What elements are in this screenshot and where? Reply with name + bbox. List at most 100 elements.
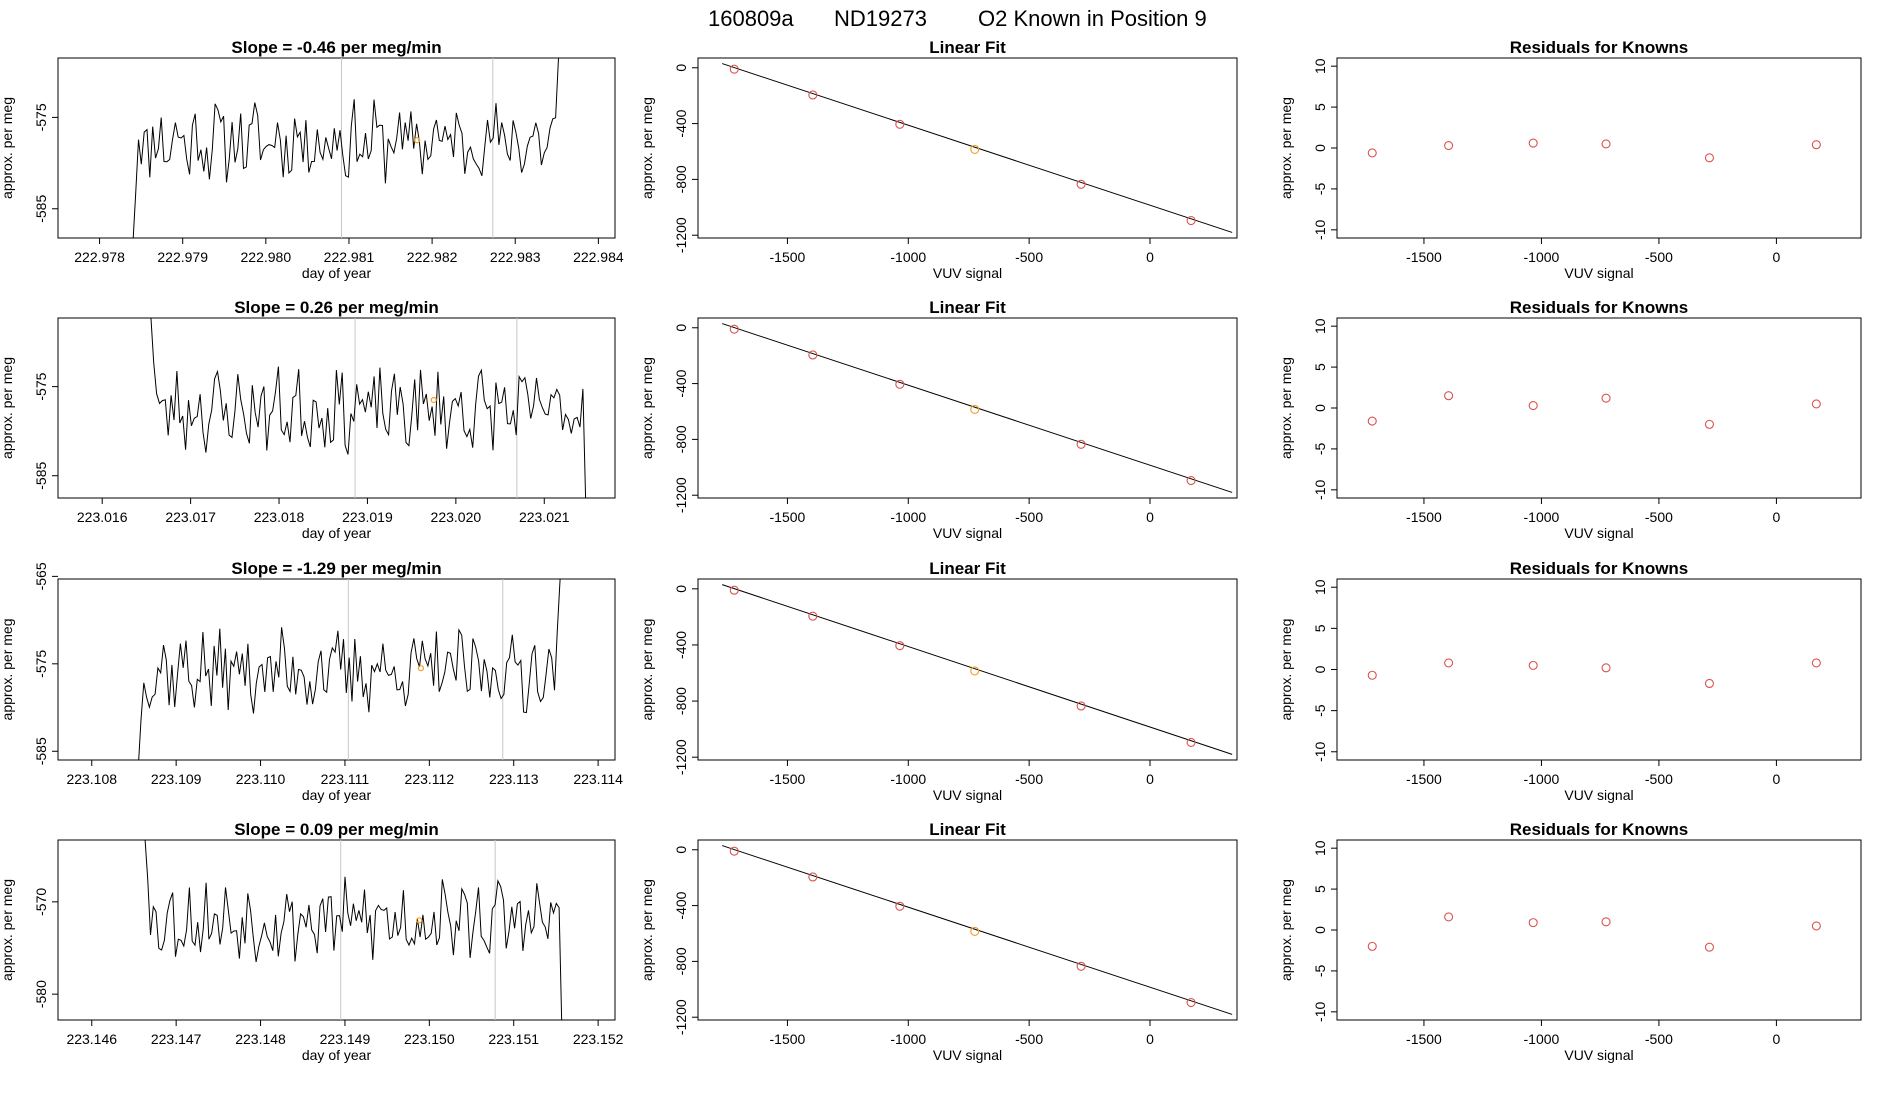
chart-7-ytick-label: -1200 [673,739,689,775]
chart-9-xtick-label: 223.151 [488,1031,539,1047]
chart-10-point [1076,961,1086,971]
chart-4-xtick-label: -500 [1015,509,1043,525]
chart-8-point [1367,670,1377,680]
chart-5-xtick-label: -1000 [1524,509,1560,525]
chart-7-point [895,641,905,651]
chart-8-xtick-label: -500 [1645,771,1673,787]
chart-8-xtick-label: -1500 [1406,771,1442,787]
chart-7-plot-area [722,584,1233,755]
chart-11-ytick-label: -10 [1312,1001,1328,1021]
chart-6-xtick-label: 223.113 [489,771,539,787]
chart-11-title: Residuals for Knowns [1510,820,1689,839]
chart-8-ytick-label: 5 [1312,624,1328,632]
chart-5-ylabel: approx. per meg [1278,357,1294,459]
chart-11-point [1528,918,1538,928]
chart-7-point [970,666,980,676]
chart-10-ytick-label: -400 [673,891,689,919]
panel-1-1: Slope = -0.46 per meg/min 222.978 222.979 2… [0,38,624,281]
chart-10-point [970,926,980,936]
chart-3-xtick-label: 223.016 [77,509,128,525]
chart-8-xlabel: VUV signal [1564,787,1633,803]
chart-9-xtick-label: 223.147 [151,1031,202,1047]
chart-2-xlabel: VUV signal [1564,265,1633,281]
chart-8-point [1528,660,1538,670]
chart-8-frame [1336,578,1862,761]
chart-8-xtick-label: 0 [1773,771,1781,787]
chart-4-ylabel: approx. per meg [639,357,655,459]
chart-10-fit-line [722,845,1233,1015]
chart-5-point [1444,391,1454,401]
chart-6-xtick-label: 223.112 [405,771,455,787]
chart-2-ytick-label: -10 [1312,219,1328,239]
chart-1-title: Linear Fit [929,38,1006,57]
main-title-tank: ND19273 [834,6,927,31]
chart-0-xtick-label: 222.980 [241,249,292,265]
chart-9-ytick-label: -580 [33,980,49,1008]
chart-4-point [808,350,818,360]
chart-7-ylabel: approx. per meg [639,619,655,721]
chart-0-ytick-label: -575 [33,103,49,131]
chart-2-point [1528,138,1538,148]
chart-2-ytick-label: 10 [1312,58,1328,74]
chart-11-xtick-label: -500 [1645,1031,1673,1047]
chart-5-point [1704,419,1714,429]
panel-4-2: Linear Fit -1500 -1000 -500 0 VUV signal 0 -400… [639,820,1238,1063]
chart-8-ytick-label: 0 [1312,665,1328,673]
chart-8-title: Residuals for Knowns [1510,559,1689,578]
panel-grid: Slope = -0.46 per meg/min 222.978 222.979 2… [0,38,1862,1063]
chart-0-plot-area [132,58,559,238]
chart-6-ylabel: approx. per meg [0,619,15,721]
chart-9-ylabel: approx. per meg [0,879,15,981]
chart-7-title: Linear Fit [929,559,1006,578]
chart-2-frame [1336,57,1862,239]
chart-2-xtick-label: -1000 [1524,249,1560,265]
chart-1-point [808,90,818,100]
chart-5-point [1601,393,1611,403]
chart-1-point [970,144,980,154]
chart-3-ytick-label: -575 [33,372,49,400]
chart-4-xtick-label: 0 [1146,509,1154,525]
chart-8-ytick-label: 10 [1312,579,1328,595]
chart-4-frame [697,317,1238,499]
chart-7-ytick-label: -800 [673,687,689,715]
chart-5-xtick-label: -1500 [1406,509,1442,525]
chart-0-ylabel: approx. per meg [0,97,15,199]
chart-8-ylabel: approx. per meg [1278,619,1294,721]
chart-7-point [808,611,818,621]
chart-5-point [1811,399,1821,409]
chart-2-point [1444,140,1454,151]
chart-1-xtick-label: -1000 [890,249,926,265]
chart-5-xtick-label: 0 [1773,509,1781,525]
chart-7-point [1076,701,1086,711]
chart-9-xtick-label: 223.149 [320,1031,371,1047]
panel-2-1: Slope = 0.26 per meg/min 223.016 223.017 22… [0,298,616,541]
chart-5-title: Residuals for Knowns [1510,298,1689,317]
chart-5-ytick-label: 0 [1312,404,1328,412]
chart-6-xtick-label: 223.114 [573,771,623,787]
main-title: 160809a ND19273 O2 Known in Position 9 [708,6,1207,31]
chart-0-ytick-label: -585 [33,195,49,223]
chart-6-xtick-label: 223.111 [321,771,370,787]
chart-11-point [1367,941,1377,951]
chart-4-ytick-label: 0 [673,324,689,332]
main-title-run: 160809a [708,6,794,31]
chart-4-plot-area [722,323,1233,493]
chart-1-ytick-label: -800 [673,165,689,193]
chart-5-ytick-label: -5 [1312,442,1328,455]
chart-10-point [895,901,905,911]
chart-4-xtick-label: -1500 [770,509,806,525]
chart-3-known-marker [430,396,437,404]
chart-6-xtick-label: 223.109 [151,771,202,787]
chart-10-ytick-label: -1200 [673,999,689,1035]
chart-11-point [1704,942,1714,952]
chart-9-title: Slope = 0.09 per meg/min [234,820,439,839]
chart-11-ylabel: approx. per meg [1278,879,1294,981]
chart-4-ytick-label: -1200 [673,477,689,513]
chart-1-xtick-label: -500 [1015,249,1043,265]
chart-3-ytick-label: -585 [33,462,49,490]
chart-2-point [1601,139,1611,149]
chart-1-ytick-label: 0 [673,64,689,72]
chart-7-point [729,585,739,595]
chart-6-plot-area [138,579,561,760]
chart-2-xtick-label: 0 [1773,249,1781,265]
